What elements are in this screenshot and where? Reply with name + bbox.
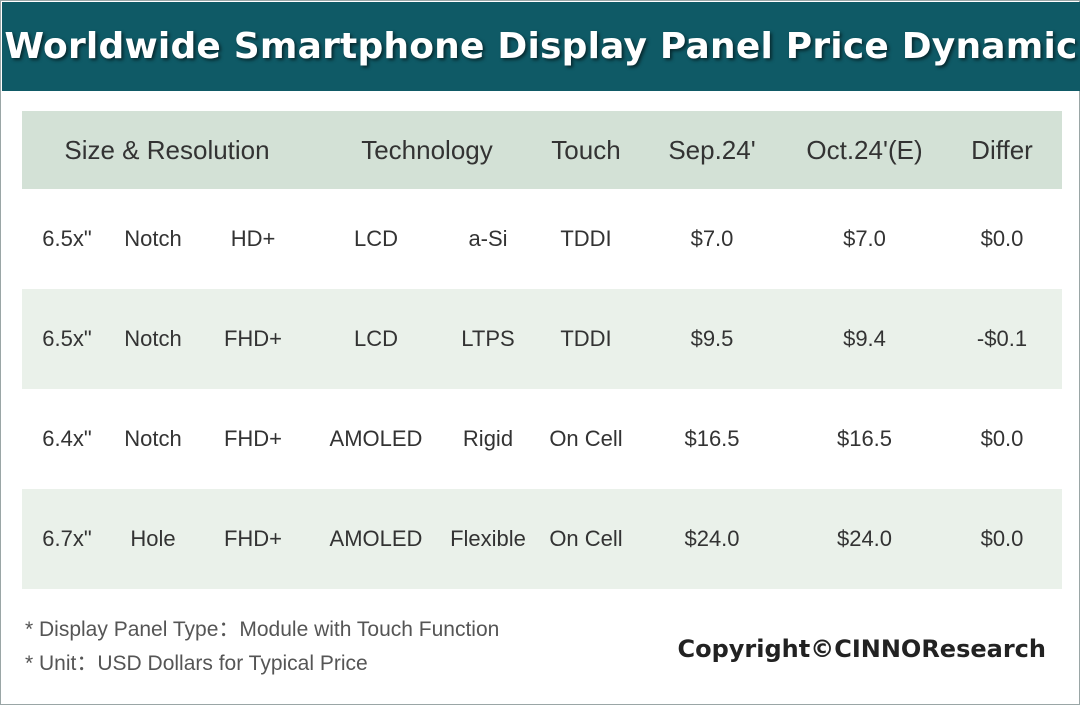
header-technology: Technology <box>361 134 493 165</box>
header-touch: Touch <box>551 134 621 165</box>
cell-differ: $0.0 <box>980 226 1024 251</box>
header-sep: Sep.24' <box>668 134 756 165</box>
cell-differ: $0.0 <box>980 526 1024 551</box>
cell-oct-price: $16.5 <box>836 426 893 451</box>
cell-oct-price: $9.4 <box>843 326 886 351</box>
cell-sep-price: $9.5 <box>690 326 734 351</box>
cell-backplane: Flexible <box>450 526 526 551</box>
cell-touch: On Cell <box>549 426 623 451</box>
cell-backplane: a-Si <box>468 226 508 251</box>
cell-shape: Notch <box>124 226 182 251</box>
cell-size: 6.4x" <box>42 426 92 451</box>
cell-sep-price: $24.0 <box>684 526 740 551</box>
cell-display: LCD <box>353 226 398 251</box>
page-title: Worldwide Smartphone Display Panel Price… <box>4 26 1078 67</box>
cell-shape: Hole <box>130 526 176 551</box>
cell-size: 6.7x" <box>42 526 92 551</box>
cell-display: AMOLED <box>329 426 423 451</box>
footnote-unit: * Unit：USD Dollars for Typical Price <box>25 652 368 675</box>
cell-differ: -$0.1 <box>976 326 1028 351</box>
price-table: Size & Resolution Technology Touch Sep.2… <box>22 111 1062 589</box>
footnote-panel-type: * Display Panel Type：Module with Touch F… <box>25 618 500 641</box>
cell-backplane: LTPS <box>461 326 515 351</box>
cell-resolution: FHD+ <box>223 426 283 451</box>
cell-shape: Notch <box>124 426 182 451</box>
title-banner: Worldwide Smartphone Display Panel Price… <box>2 2 1080 91</box>
cell-resolution: FHD+ <box>223 526 283 551</box>
header-size-resolution: Size & Resolution <box>64 134 270 165</box>
table-row: 6.5x" Notch FHD+ LCD LTPS TDDI $9.5 $9.4 -$0.1 <box>22 289 1062 389</box>
cell-backplane: Rigid <box>462 426 514 451</box>
cell-sep-price: $16.5 <box>684 426 740 451</box>
header-differ: Differ <box>971 134 1033 165</box>
cell-touch: TDDI <box>560 326 612 351</box>
cell-touch: TDDI <box>560 226 612 251</box>
cell-display: AMOLED <box>329 526 423 551</box>
cell-shape: Notch <box>124 326 182 351</box>
table-row: 6.4x" Notch FHD+ AMOLED Rigid On Cell $16.5 $16… <box>22 389 1062 489</box>
cell-display: LCD <box>353 326 398 351</box>
cell-oct-price: $24.0 <box>836 526 893 551</box>
table-row: 6.5x" Notch HD+ LCD a-Si TDDI $7.0 $7.0 $0.0 <box>22 189 1062 289</box>
table-header-row: Size & Resolution Technology Touch Sep.2… <box>22 111 1062 189</box>
cell-resolution: FHD+ <box>223 326 283 351</box>
copyright-text: Copyright©CINNOResearch <box>677 635 1046 663</box>
table-row: 6.7x" Hole FHD+ AMOLED Flexible On Cell $24.0 $… <box>22 489 1062 589</box>
header-oct: Oct.24'(E) <box>806 134 923 165</box>
table-body: 6.5x" Notch HD+ LCD a-Si TDDI $7.0 $7.0 $0.0 6.5x… <box>22 189 1062 589</box>
cell-resolution: HD+ <box>230 226 276 251</box>
footnotes: * Display Panel Type：Module with Touch F… <box>25 613 499 681</box>
cell-sep-price: $7.0 <box>690 226 734 251</box>
cell-touch: On Cell <box>549 526 623 551</box>
cell-size: 6.5x" <box>42 326 92 351</box>
cell-size: 6.5x" <box>42 226 92 251</box>
cell-differ: $0.0 <box>980 426 1024 451</box>
cell-oct-price: $7.0 <box>843 226 886 251</box>
